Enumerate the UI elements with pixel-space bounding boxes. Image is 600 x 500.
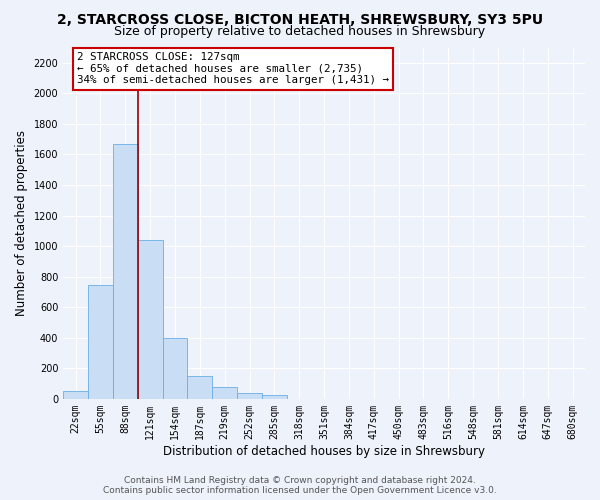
Bar xyxy=(187,376,212,399)
Bar xyxy=(63,391,88,399)
Text: 2 STARCROSS CLOSE: 127sqm
← 65% of detached houses are smaller (2,735)
34% of se: 2 STARCROSS CLOSE: 127sqm ← 65% of detac… xyxy=(77,52,389,86)
Text: Size of property relative to detached houses in Shrewsbury: Size of property relative to detached ho… xyxy=(115,25,485,38)
Bar xyxy=(212,386,237,399)
Bar xyxy=(138,240,163,399)
Bar xyxy=(163,338,187,399)
Bar xyxy=(237,392,262,399)
Text: 2, STARCROSS CLOSE, BICTON HEATH, SHREWSBURY, SY3 5PU: 2, STARCROSS CLOSE, BICTON HEATH, SHREWS… xyxy=(57,12,543,26)
Y-axis label: Number of detached properties: Number of detached properties xyxy=(15,130,28,316)
X-axis label: Distribution of detached houses by size in Shrewsbury: Distribution of detached houses by size … xyxy=(163,444,485,458)
Bar xyxy=(262,395,287,399)
Bar xyxy=(113,144,138,399)
Bar xyxy=(88,285,113,399)
Text: Contains HM Land Registry data © Crown copyright and database right 2024.
Contai: Contains HM Land Registry data © Crown c… xyxy=(103,476,497,495)
